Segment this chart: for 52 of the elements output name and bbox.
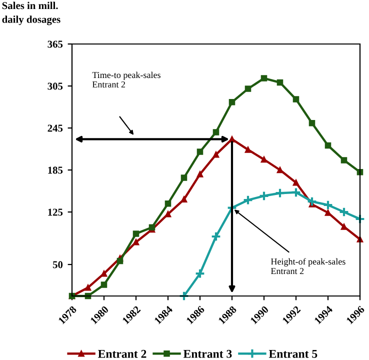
y-tick-label: 245 bbox=[48, 124, 63, 132]
point bbox=[194, 268, 206, 279]
y-tick-label: 125 bbox=[48, 208, 63, 216]
y-tick-label: 185 bbox=[48, 166, 63, 174]
point bbox=[116, 258, 124, 264]
point bbox=[292, 179, 300, 186]
point bbox=[132, 230, 140, 237]
point bbox=[212, 129, 220, 136]
y-tick-label: 365 bbox=[48, 40, 63, 48]
legend-label: Entrant 5 bbox=[268, 350, 318, 358]
point bbox=[354, 214, 366, 224]
point bbox=[274, 188, 286, 198]
y-tick-label: 305 bbox=[48, 82, 63, 90]
point bbox=[276, 166, 284, 174]
annotation: Time-to peak-sales Entrant 2 bbox=[92, 72, 160, 88]
annotation: Height-of peak-sales Entrant 2 bbox=[270, 258, 346, 274]
point bbox=[180, 174, 188, 181]
legend-label: Entrant 2 bbox=[98, 350, 146, 358]
point bbox=[228, 98, 236, 106]
point bbox=[210, 231, 222, 242]
point bbox=[324, 142, 332, 149]
point bbox=[260, 156, 268, 163]
point bbox=[228, 136, 236, 142]
point bbox=[242, 194, 254, 206]
point bbox=[260, 75, 268, 82]
point bbox=[164, 210, 172, 218]
point bbox=[340, 224, 348, 230]
point bbox=[308, 120, 316, 126]
point bbox=[322, 200, 334, 210]
y-axis-title: Sales in mill. daily dosages bbox=[2, 2, 60, 26]
point bbox=[84, 284, 92, 291]
point bbox=[100, 270, 108, 277]
point bbox=[276, 79, 284, 86]
point bbox=[180, 196, 188, 203]
point bbox=[324, 210, 332, 216]
y-tick-label: 50 bbox=[52, 261, 63, 268]
point bbox=[292, 96, 300, 102]
legend-label: Entrant 3 bbox=[183, 350, 232, 358]
point bbox=[306, 196, 318, 207]
point bbox=[132, 238, 140, 246]
point bbox=[290, 187, 302, 198]
point bbox=[258, 190, 270, 202]
point bbox=[340, 157, 348, 164]
point bbox=[196, 171, 204, 178]
point bbox=[178, 290, 190, 302]
point bbox=[212, 151, 220, 158]
point bbox=[338, 206, 350, 218]
point bbox=[244, 146, 252, 153]
point bbox=[100, 282, 108, 288]
point bbox=[164, 200, 172, 207]
point bbox=[244, 86, 252, 92]
point bbox=[196, 148, 204, 155]
